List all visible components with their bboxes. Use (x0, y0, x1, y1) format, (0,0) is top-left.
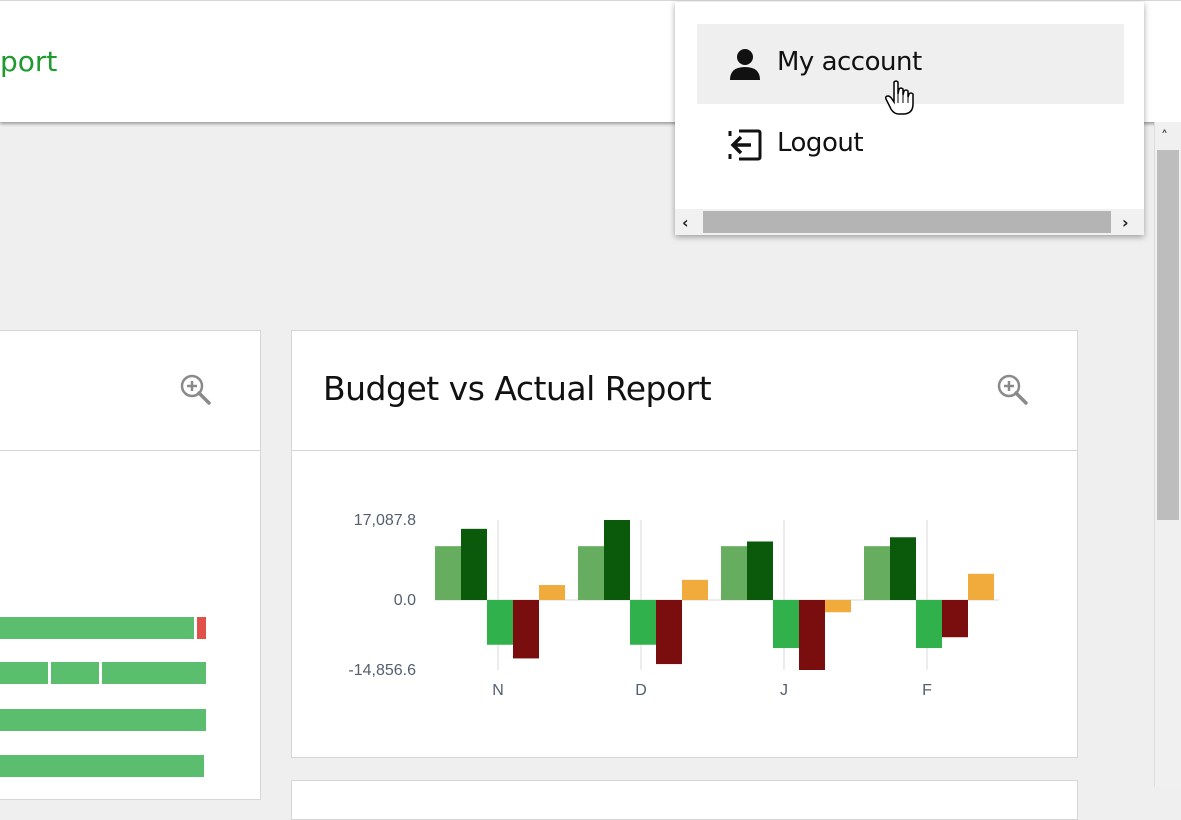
dropdown-horizontal-scrollbar[interactable]: ‹ › (675, 209, 1144, 235)
y-tick-label: -14,856.6 (348, 662, 416, 679)
card-title: Budget vs Actual Report (323, 369, 712, 408)
bar-row-4-segment (0, 755, 204, 777)
scroll-left-arrow-icon[interactable]: ‹ (682, 213, 689, 232)
menu-item-label: My account (777, 47, 922, 77)
user-dropdown-menu: My account Logout ‹ › (675, 2, 1144, 235)
bar-row-2-segment (51, 662, 99, 684)
y-tick-label: 0.0 (394, 592, 416, 609)
bar-separator (99, 662, 102, 684)
chart-bar (825, 600, 851, 613)
scrollbar-thumb[interactable] (703, 211, 1111, 233)
chart-bar (968, 573, 994, 600)
chart-bar (721, 546, 747, 600)
chart-bar (916, 600, 942, 649)
menu-item-my-account[interactable]: My account (697, 24, 1124, 104)
hand-cursor-icon (885, 80, 914, 115)
chart-bar (539, 585, 565, 600)
page-vertical-scrollbar[interactable]: ˄ (1154, 122, 1181, 787)
chart-bar (604, 520, 630, 600)
logout-icon (728, 129, 762, 161)
menu-item-label: Logout (777, 128, 864, 158)
zoom-in-icon[interactable] (996, 373, 1030, 407)
chart-bar (864, 546, 890, 600)
chart-bar (682, 579, 708, 600)
next-report-card (291, 780, 1078, 820)
chart-bar (890, 537, 916, 600)
bar-separator (48, 662, 51, 684)
x-tick-label: F (922, 682, 932, 699)
chart-bar (773, 600, 799, 649)
bar-row-2-segment (102, 662, 206, 684)
page-title: port (0, 45, 58, 78)
scroll-right-arrow-icon[interactable]: › (1122, 213, 1129, 232)
x-tick-label: J (780, 682, 788, 699)
bar-row-2-segment (0, 662, 48, 684)
chart-bar (799, 600, 825, 670)
bar-row-1-red-segment (197, 617, 206, 639)
chart-bar (656, 600, 682, 665)
chart-bar (435, 546, 461, 600)
left-card-header (0, 331, 260, 451)
chart-bar (630, 600, 656, 645)
menu-item-logout[interactable]: Logout (697, 105, 1124, 185)
chart-bar (513, 600, 539, 659)
x-tick-label: N (492, 682, 504, 699)
budget-card-header: Budget vs Actual Report (292, 331, 1077, 451)
bar-separator (194, 617, 197, 639)
y-tick-label: 17,087.8 (354, 512, 416, 529)
bar-row-1-segment (0, 617, 194, 639)
chart-bar (942, 600, 968, 638)
scrollbar-thumb[interactable] (1157, 150, 1179, 520)
budget-vs-actual-chart: 17,087.8 0.0 -14,856.6 N D J F (348, 512, 999, 699)
chart-bar (578, 546, 604, 600)
chart-bar (487, 600, 513, 645)
zoom-in-icon[interactable] (179, 373, 213, 407)
x-tick-label: D (635, 682, 647, 699)
scroll-up-arrow-icon[interactable]: ˄ (1161, 129, 1168, 145)
bar-row-3-segment (0, 709, 206, 731)
person-icon (730, 49, 760, 80)
budget-vs-actual-card: Budget vs Actual Report (291, 330, 1078, 758)
chart-bar (747, 541, 773, 600)
chart-bar (461, 528, 487, 600)
